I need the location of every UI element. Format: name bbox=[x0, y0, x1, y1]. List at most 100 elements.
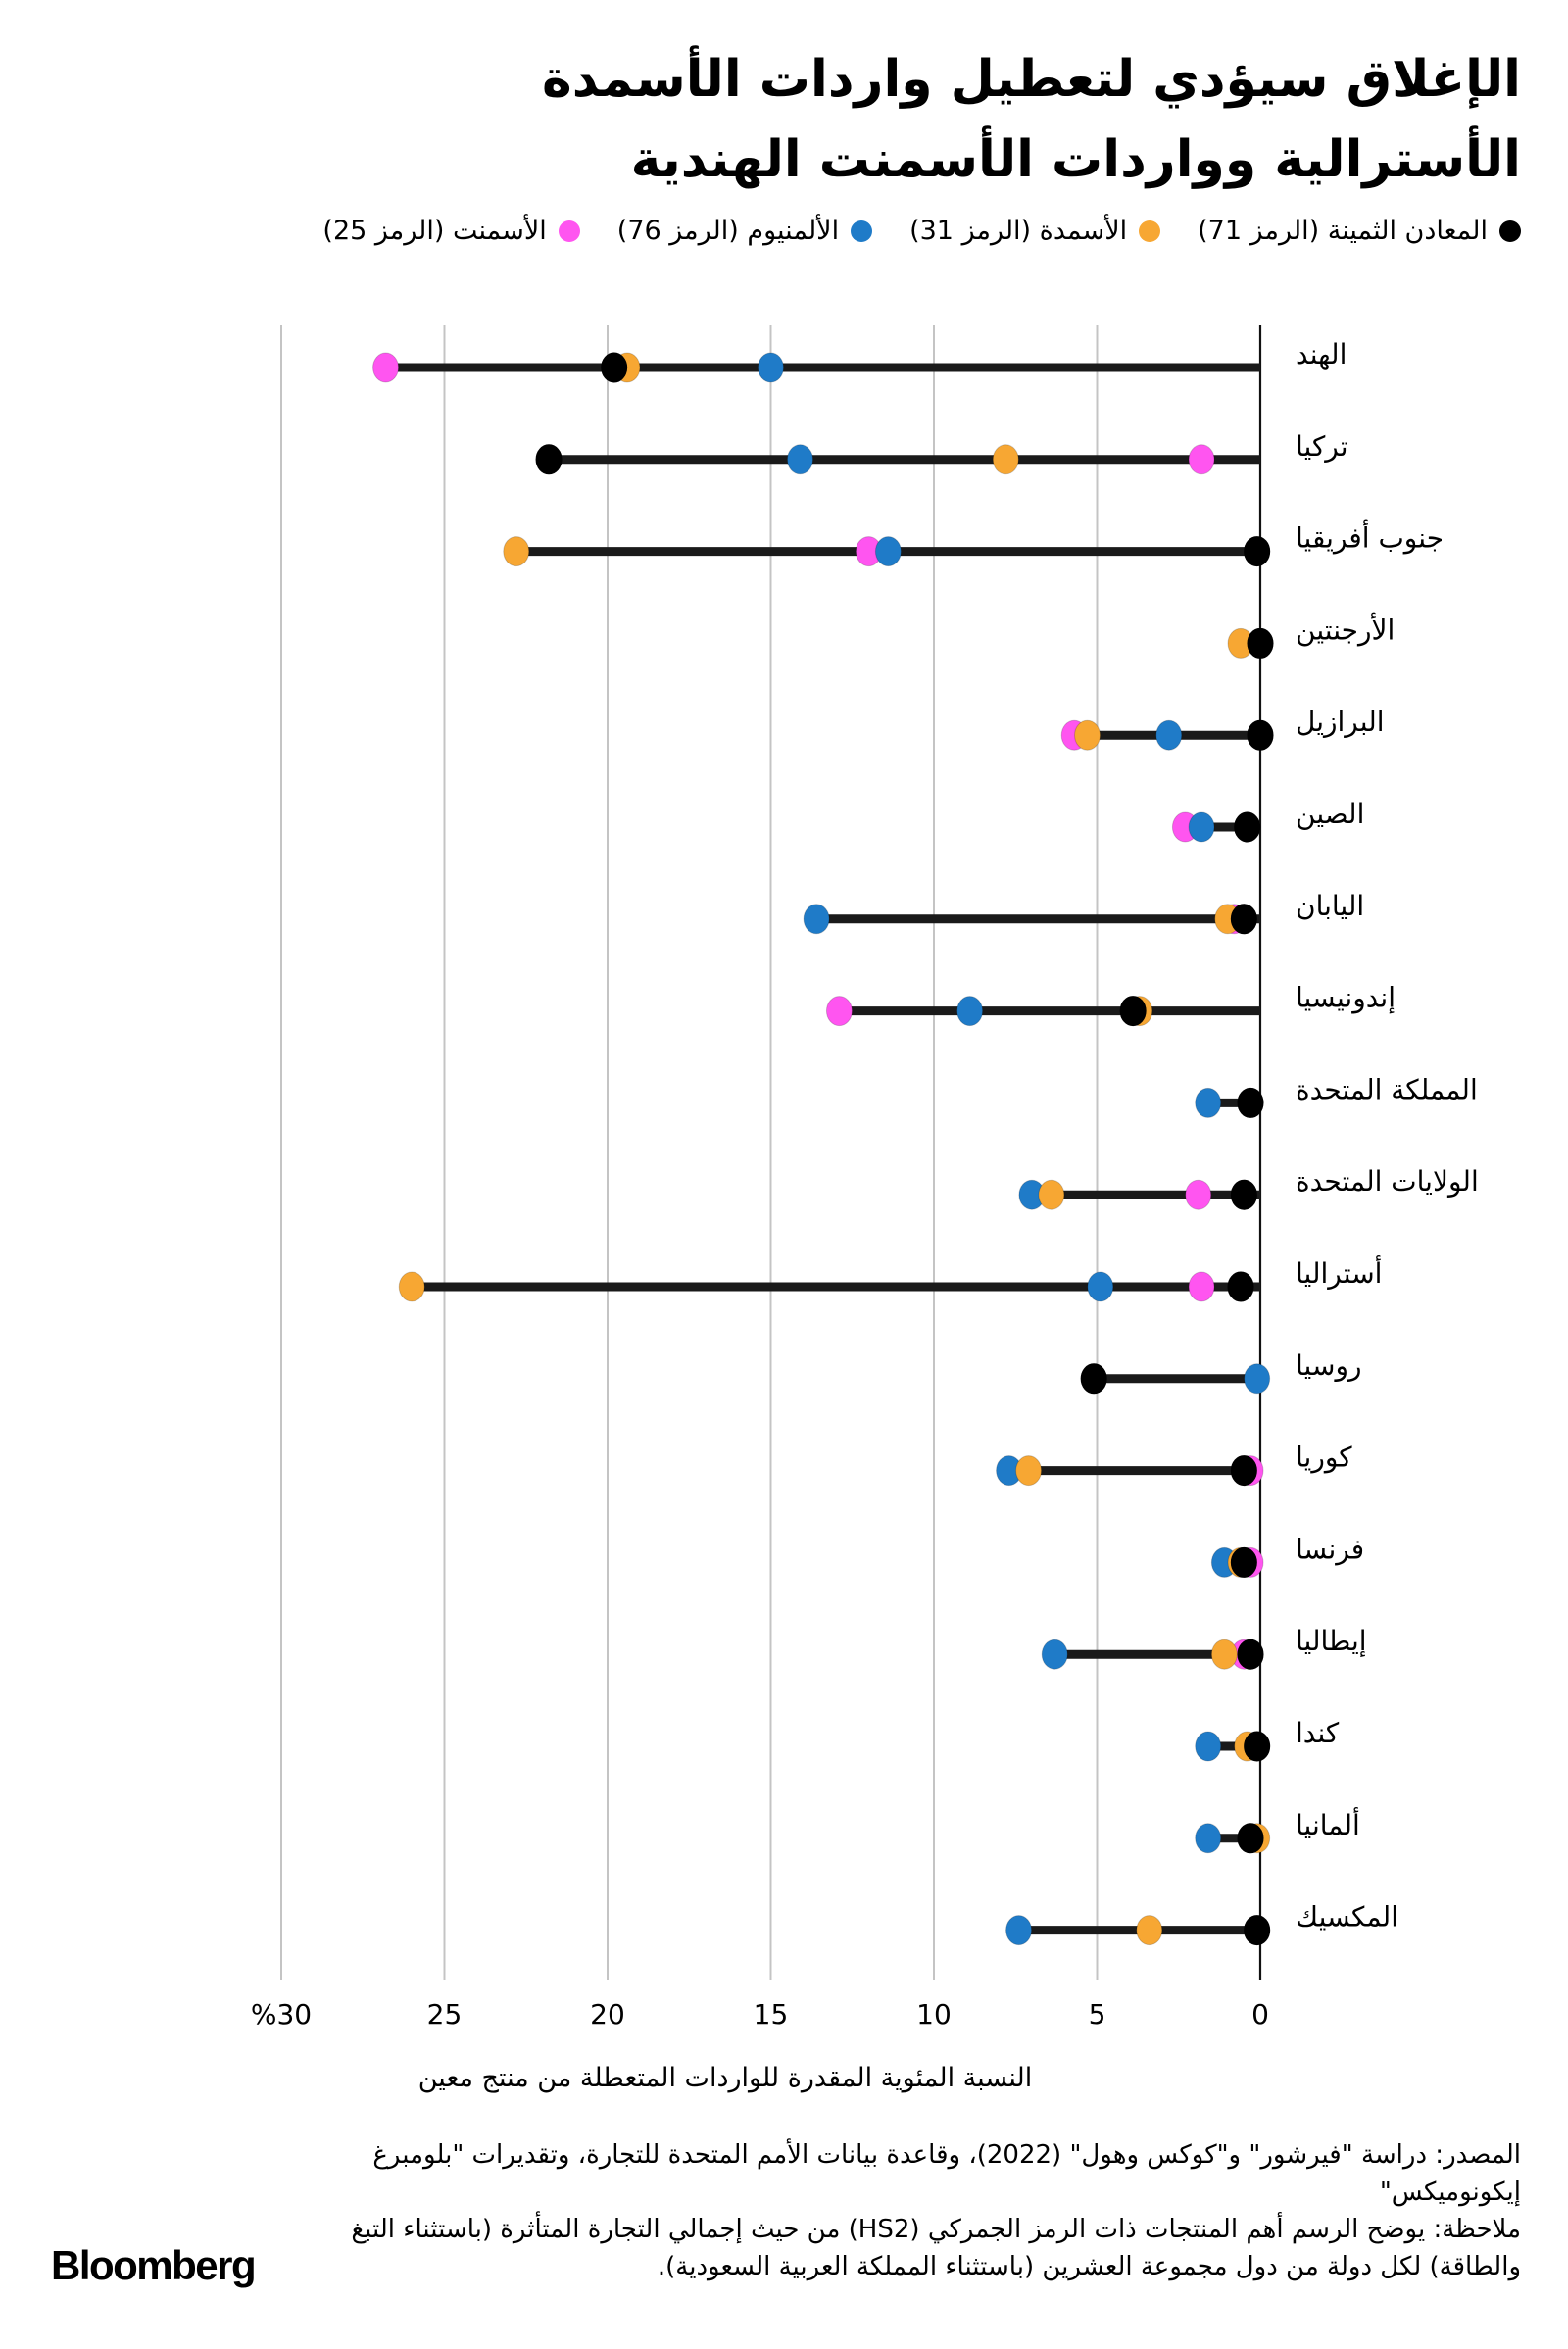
country-row: المكسيك bbox=[1005, 1901, 1398, 1946]
legend: المعادن الثمينة (الرمز 71) الأسمدة (الرم… bbox=[322, 216, 1521, 246]
chart-title-line-2: الأسترالية وواردات الأسمنت الهندية bbox=[630, 130, 1522, 189]
data-point bbox=[1237, 1823, 1264, 1854]
country-row: كوريا bbox=[996, 1442, 1352, 1487]
country-row: تركيا bbox=[535, 430, 1348, 475]
country-row: ألمانيا bbox=[1195, 1806, 1360, 1854]
x-tick-label: %30 bbox=[251, 1998, 312, 2031]
data-point bbox=[825, 996, 853, 1027]
data-point bbox=[956, 996, 984, 1027]
country-label: البرازيل bbox=[1296, 706, 1385, 738]
data-point bbox=[1155, 719, 1183, 751]
country-label: كوريا bbox=[1296, 1442, 1352, 1474]
chart-title: الإغلاق سيؤدي لتعطيل واردات الأسمدة الأس… bbox=[345, 39, 1522, 200]
legend-dot-icon bbox=[1499, 220, 1521, 242]
country-row: الهند bbox=[372, 338, 1347, 383]
country-label: كندا bbox=[1296, 1717, 1340, 1749]
data-point bbox=[1195, 1823, 1222, 1854]
x-tick-labels: 0 5 10 15 20 25 %30 bbox=[251, 1998, 1269, 2031]
country-label: اليابان bbox=[1296, 890, 1364, 922]
legend-dot-icon bbox=[851, 220, 873, 242]
data-point bbox=[1234, 811, 1261, 843]
data-point bbox=[398, 1271, 425, 1302]
country-row: كندا bbox=[1195, 1717, 1340, 1762]
data-point bbox=[1038, 1179, 1065, 1210]
data-point bbox=[1188, 1271, 1215, 1302]
chart-title-line-1: الإغلاق سيؤدي لتعطيل واردات الأسمدة bbox=[542, 50, 1522, 109]
data-point bbox=[1237, 1639, 1264, 1670]
data-point bbox=[1244, 1363, 1271, 1395]
data-point bbox=[503, 536, 530, 567]
data-point bbox=[1230, 1179, 1257, 1210]
legend-label: الأسمنت (الرمز 25) bbox=[322, 216, 547, 246]
country-label: جنوب أفريقيا bbox=[1296, 519, 1444, 555]
bloomberg-logo: Bloomberg bbox=[51, 2242, 257, 2288]
data-point bbox=[874, 536, 902, 567]
legend-item-cement: الأسمنت (الرمز 25) bbox=[322, 216, 580, 246]
country-row: فرنسا bbox=[1210, 1533, 1364, 1578]
source-note: المصدر: دراسة "فيرشور" و"كوكس وهول" (202… bbox=[372, 2140, 1521, 2207]
data-point bbox=[1210, 1639, 1238, 1670]
country-row: إندونيسيا bbox=[825, 982, 1396, 1027]
legend-dot-icon bbox=[558, 220, 580, 242]
x-tick-label: 25 bbox=[427, 1998, 463, 2031]
data-point bbox=[992, 444, 1019, 475]
data-point bbox=[1188, 444, 1215, 475]
data-point bbox=[372, 352, 400, 383]
country-row: أستراليا bbox=[398, 1254, 1382, 1302]
data-point bbox=[1247, 627, 1274, 659]
data-point bbox=[1237, 1087, 1264, 1118]
x-tick-label: 20 bbox=[590, 1998, 625, 2031]
legend-label: المعادن الثمينة (الرمز 71) bbox=[1198, 216, 1488, 246]
data-point bbox=[1080, 1363, 1107, 1395]
data-point bbox=[1005, 1915, 1033, 1946]
chart-rows: الهند تركيا جنوب أفريقيا الأرجنتين البرازيل ا… bbox=[372, 338, 1479, 1946]
dot-range-chart: 0 5 10 15 20 25 %30 الهند تركيا جنوب أفريقيا الأر… bbox=[251, 325, 1479, 2031]
data-point bbox=[1041, 1639, 1068, 1670]
gridlines bbox=[280, 325, 1262, 1980]
data-point bbox=[601, 352, 628, 383]
methodology-note: ملاحظة: يوضح الرسم أهم المنتجات ذات الرم… bbox=[351, 2215, 1521, 2281]
data-point bbox=[1230, 1546, 1257, 1578]
data-point bbox=[1195, 1731, 1222, 1762]
x-tick-label: 10 bbox=[916, 1998, 952, 2031]
data-point bbox=[1188, 811, 1215, 843]
data-point bbox=[758, 352, 784, 383]
data-point bbox=[535, 444, 563, 475]
data-point bbox=[1015, 1455, 1043, 1487]
data-point bbox=[1230, 1455, 1257, 1487]
country-label: الصين bbox=[1296, 798, 1364, 830]
data-point bbox=[1247, 719, 1274, 751]
data-point bbox=[1244, 1731, 1271, 1762]
data-point bbox=[1087, 1271, 1114, 1302]
x-tick-label: 15 bbox=[754, 1998, 789, 2031]
country-label: إيطاليا bbox=[1296, 1625, 1367, 1657]
data-point bbox=[1185, 1179, 1212, 1210]
legend-item-aluminum: الألمنيوم (الرمز 76) bbox=[616, 216, 873, 246]
country-label: روسيا bbox=[1296, 1349, 1361, 1382]
x-tick-label: 0 bbox=[1251, 1998, 1269, 2031]
legend-label: الألمنيوم (الرمز 76) bbox=[616, 216, 840, 246]
country-row: الأرجنتين bbox=[1227, 612, 1395, 659]
country-label: أستراليا bbox=[1296, 1254, 1382, 1290]
legend-item-fertilizers: الأسمدة (الرمز 31) bbox=[909, 216, 1161, 246]
data-point bbox=[803, 904, 830, 935]
country-label: الولايات المتحدة bbox=[1296, 1165, 1479, 1198]
data-point bbox=[1119, 996, 1147, 1027]
legend-dot-icon bbox=[1139, 220, 1161, 242]
data-point bbox=[786, 444, 813, 475]
legend-item-precious-metals: المعادن الثمينة (الرمز 71) bbox=[1198, 216, 1521, 246]
country-label: تركيا bbox=[1296, 430, 1348, 463]
country-label: الأرجنتين bbox=[1296, 612, 1395, 646]
country-row: البرازيل bbox=[1060, 706, 1385, 751]
country-row: اليابان bbox=[803, 890, 1364, 935]
data-point bbox=[1230, 904, 1257, 935]
country-label: إندونيسيا bbox=[1296, 982, 1396, 1014]
country-row: المملكة المتحدة bbox=[1195, 1073, 1478, 1118]
x-axis-label: النسبة المئوية المقدرة للواردات المتعطلة… bbox=[417, 2063, 1033, 2093]
data-point bbox=[1244, 536, 1271, 567]
legend-label: الأسمدة (الرمز 31) bbox=[909, 216, 1128, 246]
country-label: المملكة المتحدة bbox=[1296, 1073, 1478, 1105]
country-row: روسيا bbox=[1080, 1349, 1361, 1395]
country-row: الولايات المتحدة bbox=[1018, 1165, 1479, 1210]
country-label: المكسيك bbox=[1296, 1901, 1398, 1933]
